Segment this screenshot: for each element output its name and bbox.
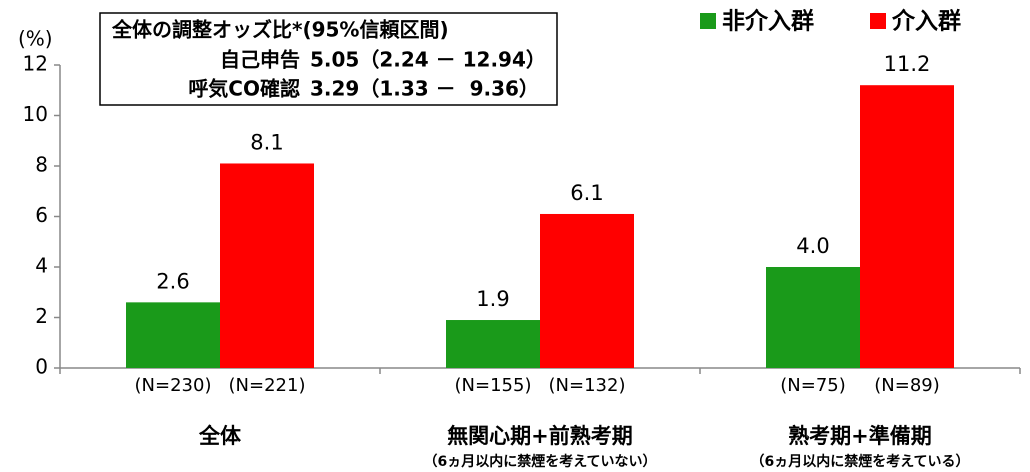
category-note: （6ヵ月以内に禁煙を考えていない） [423, 453, 656, 470]
y-tick-label: 10 [23, 102, 48, 126]
n-label: (N=75) [780, 375, 846, 396]
y-tick-label: 4 [35, 254, 48, 278]
y-tick-label: 2 [35, 304, 48, 328]
annotation-value: 3.29（1.33 － 9.36） [310, 77, 539, 101]
annotation-value: 5.05（2.24 － 12.94） [310, 48, 546, 72]
n-label: (N=230) [135, 375, 212, 396]
legend-label: 介入群 [891, 8, 961, 35]
legend-swatch [870, 13, 886, 29]
bar [860, 85, 954, 368]
n-label: (N=89) [874, 375, 940, 396]
x-tick-label: 熟考期+準備期 [788, 424, 932, 448]
n-label: (N=132) [549, 375, 626, 396]
y-tick-label: 8 [35, 153, 48, 177]
y-tick-label: 0 [35, 355, 48, 379]
bar [126, 302, 220, 368]
value-label: 8.1 [250, 130, 283, 154]
y-axis-label: (%) [18, 27, 53, 51]
annotation-box [99, 12, 558, 106]
value-label: 1.9 [476, 287, 509, 311]
bar [446, 320, 540, 368]
legend-swatch [700, 13, 716, 29]
bar [540, 213, 634, 368]
n-label: (N=155) [455, 375, 532, 396]
annotation-label: 呼気CO確認 [188, 77, 300, 101]
x-tick-label: 全体 [198, 424, 242, 448]
y-tick-label: 6 [35, 203, 48, 227]
n-label: (N=221) [229, 375, 306, 396]
value-label: 2.6 [156, 269, 189, 293]
bar [766, 267, 860, 368]
value-label: 4.0 [796, 234, 829, 258]
category-note: （6ヵ月以内に禁煙を考えている） [750, 453, 969, 470]
annotation-title: 全体の調整オッズ比*(95%信頼区間) [111, 18, 449, 42]
annotation-label: 自己申告 [220, 48, 300, 72]
y-tick-label: 12 [23, 52, 48, 76]
x-tick-label: 無関心期+前熟考期 [447, 424, 633, 448]
legend-label: 非介入群 [722, 8, 814, 35]
bar [220, 163, 314, 368]
value-label: 6.1 [570, 181, 603, 205]
value-label: 11.2 [884, 52, 931, 76]
